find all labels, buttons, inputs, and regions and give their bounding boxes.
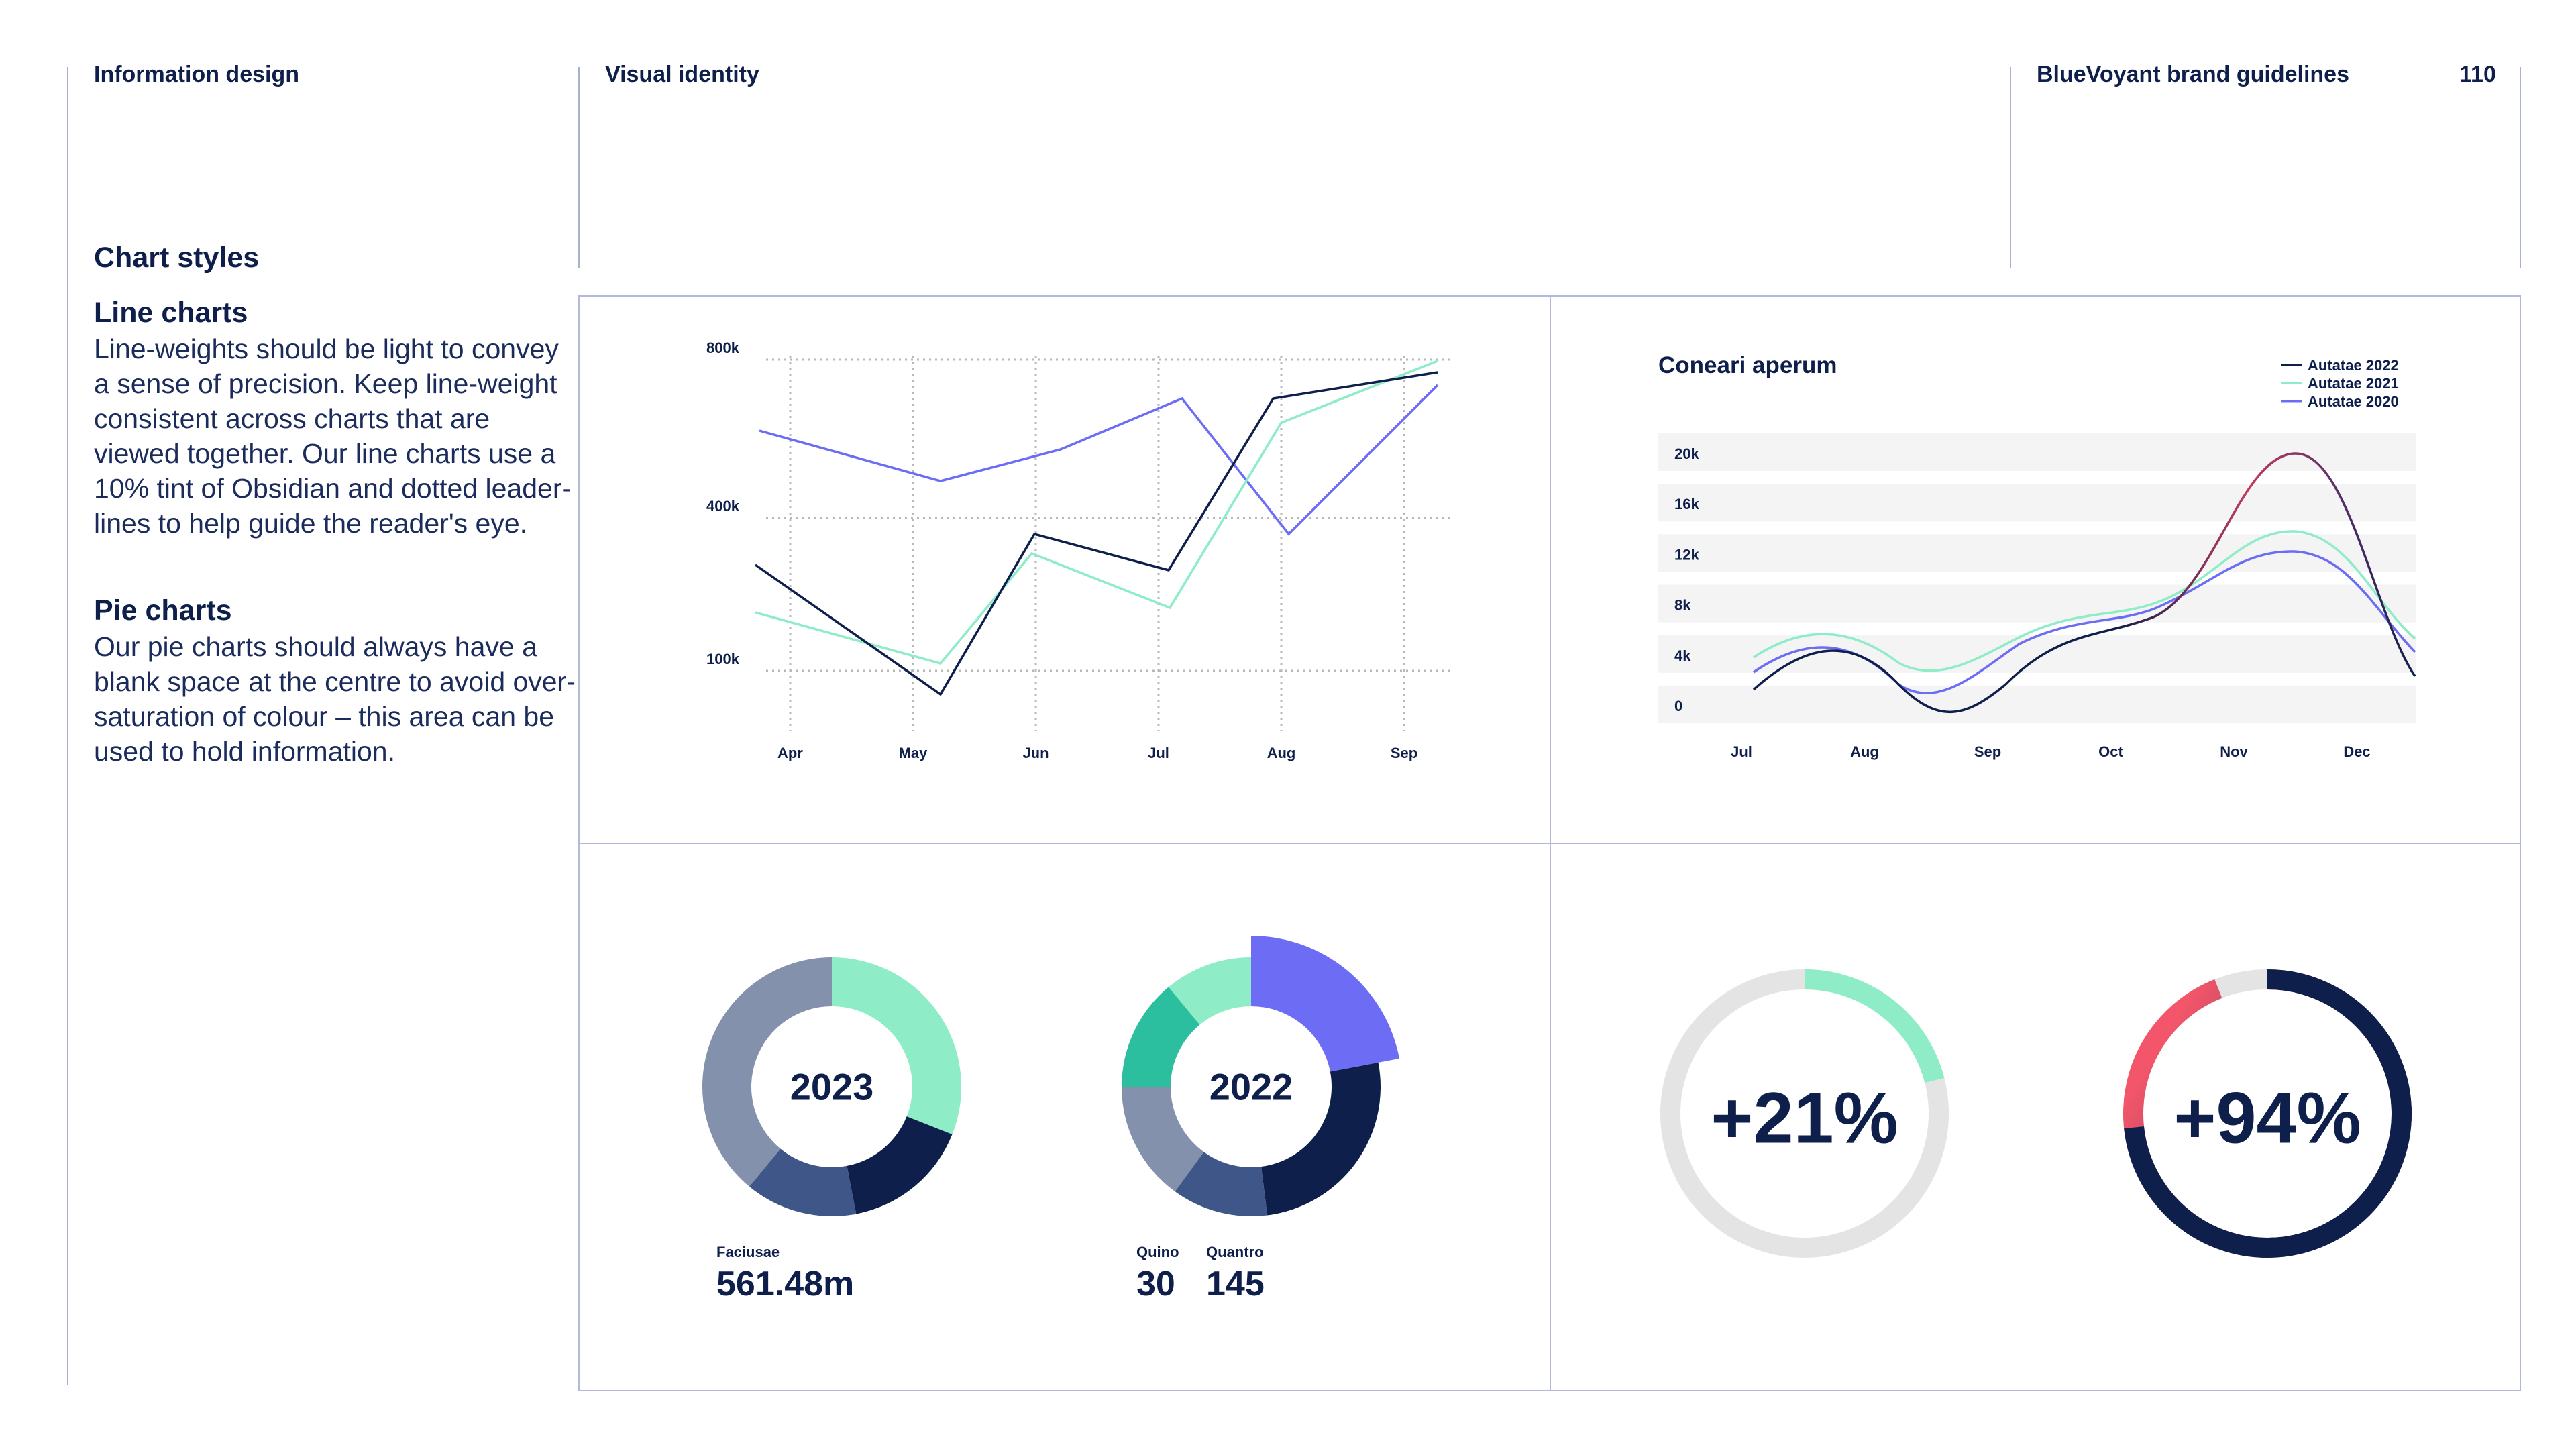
guide-line-right <box>2520 67 2521 268</box>
page-title: Chart styles <box>94 241 260 274</box>
line-chart-coneari: Coneari aperum 0 4k 8k 12k 16k 20k Jul Aug Sep O… <box>1658 352 2416 760</box>
series-line <box>1752 452 2416 714</box>
chart-band <box>1658 686 2416 723</box>
donut2-stat-value-1: 30 <box>1136 1265 1175 1303</box>
donut-slice <box>749 1148 857 1216</box>
legend-entry: Autatae 2021 <box>2308 375 2399 392</box>
donut-slice <box>847 1116 953 1214</box>
progress-fill <box>1660 969 1949 1258</box>
donut-center-label: 2022 <box>1210 1066 1293 1108</box>
donut-slice <box>832 957 961 1135</box>
x-tick-label: Aug <box>1267 745 1296 761</box>
legend-entry: Autatae 2022 <box>2308 357 2399 374</box>
progress-fill-solid <box>2123 969 2412 1258</box>
guide-line-2 <box>578 67 580 268</box>
sidebar-divider <box>67 299 68 1385</box>
series-line <box>754 371 1438 696</box>
donut-chart-2023: 2023 <box>702 957 961 1216</box>
chart-title: Coneari aperum <box>1658 352 1837 378</box>
series-line <box>759 384 1439 536</box>
x-tick-label: Nov <box>2220 743 2248 760</box>
progress-ring-label: +21% <box>1711 1077 1898 1159</box>
progress-ring-label: +94% <box>2174 1077 2361 1159</box>
legend-entry: Autatae 2020 <box>2308 393 2399 410</box>
header-section: Information design <box>94 62 299 87</box>
donut-slice <box>702 957 832 1187</box>
line-charts-body: Line-weights should be light to convey a… <box>94 333 572 539</box>
y-tick-label: 100k <box>706 651 740 667</box>
donut-slice <box>1122 1087 1204 1192</box>
chart-band <box>1658 484 2416 522</box>
x-tick-label: Aug <box>1850 743 1879 760</box>
header-subsection: Visual identity <box>605 62 759 87</box>
y-tick-label: 12k <box>1674 546 1699 563</box>
line-chart-monthly: 100k 400k 800k Apr May Jun Jul Aug Sep <box>706 339 1450 761</box>
donut-slice <box>1175 1152 1268 1216</box>
y-tick-label: 8k <box>1674 597 1691 614</box>
page-number: 110 <box>2459 62 2496 87</box>
line-charts-heading: Line charts <box>94 297 248 329</box>
donut-center-label: 2023 <box>790 1066 874 1108</box>
x-tick-label: May <box>899 745 928 761</box>
donut-slice <box>1168 957 1251 1025</box>
donut-slice <box>1122 987 1200 1087</box>
y-tick-label: 20k <box>1674 445 1699 462</box>
donut2-stat-value-2: 145 <box>1206 1265 1265 1303</box>
chart-band <box>1658 584 2416 623</box>
series-line <box>1753 530 2416 672</box>
chart-band <box>1658 635 2416 673</box>
x-tick-label: Jun <box>1022 745 1049 761</box>
y-tick-label: 4k <box>1674 647 1691 664</box>
donut1-stat-label: Faciusae <box>716 1244 780 1260</box>
x-tick-label: Dec <box>2343 743 2370 760</box>
progress-ring-21: +21% <box>1660 969 1949 1258</box>
series-line <box>755 360 1438 665</box>
donut-slice <box>1261 1062 1381 1216</box>
donut2-stat-label-2: Quantro <box>1206 1244 1264 1260</box>
y-tick-label: 0 <box>1674 698 1682 714</box>
pie-charts-body: Our pie charts should always have a blan… <box>94 631 576 767</box>
chart-band <box>1658 534 2416 572</box>
donut-slice <box>1251 936 1400 1072</box>
x-tick-label: Oct <box>2098 743 2123 760</box>
donut1-stat-value: 561.48m <box>716 1265 855 1303</box>
panel-progress-rings <box>1550 843 2521 1391</box>
header-brand: BlueVoyant brand guidelines <box>2037 62 2349 87</box>
chart-band <box>1658 433 2416 471</box>
progress-ring-94: +94% <box>2123 969 2412 1258</box>
y-tick-label: 400k <box>706 498 740 515</box>
x-tick-label: Sep <box>1974 743 2001 760</box>
guide-line-3 <box>2010 67 2011 268</box>
y-tick-label: 16k <box>1674 496 1699 513</box>
x-tick-label: Apr <box>777 745 803 761</box>
x-tick-label: Sep <box>1391 745 1417 761</box>
pie-charts-heading: Pie charts <box>94 594 232 627</box>
x-tick-label: Jul <box>1731 743 1752 760</box>
donut2-stat-label-1: Quino <box>1136 1244 1179 1260</box>
y-tick-label: 800k <box>706 339 740 356</box>
x-tick-label: Jul <box>1148 745 1169 761</box>
donut-chart-2022: 2022 <box>1122 936 1400 1216</box>
